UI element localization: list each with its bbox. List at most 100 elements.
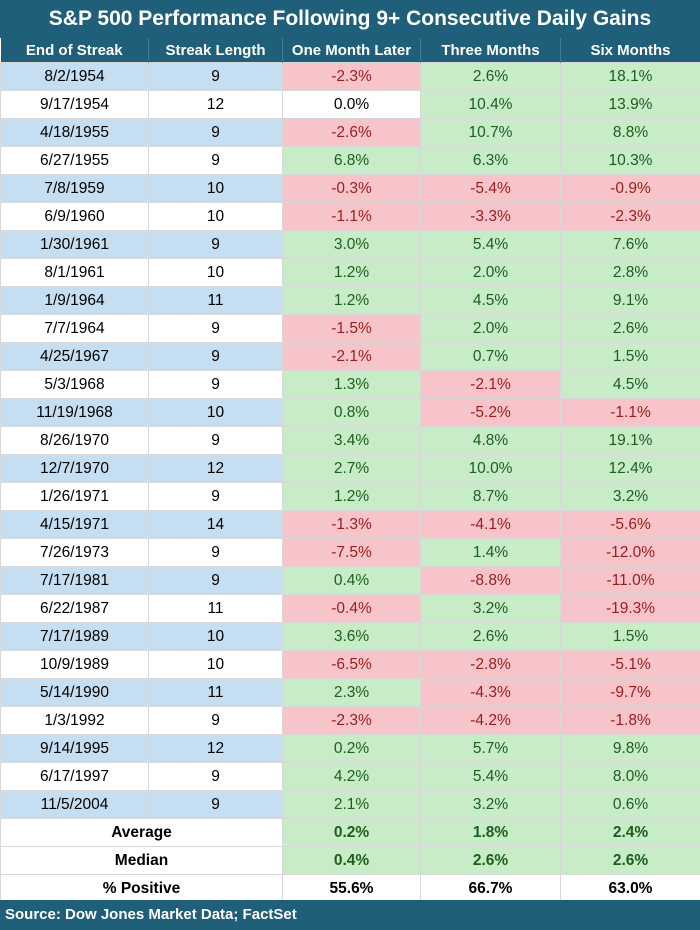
cell-end-of-streak: 6/22/1987: [0, 594, 149, 623]
table-row: 10/9/1989 10 -6.5% -2.8% -5.1%: [0, 650, 700, 679]
cell-six-months: -1.8%: [560, 706, 700, 735]
summary-value: 0.2%: [282, 818, 421, 847]
cell-end-of-streak: 7/7/1964: [0, 314, 149, 343]
cell-three-months: -2.1%: [420, 370, 561, 399]
source-note: Source: Dow Jones Market Data; FactSet: [0, 900, 700, 930]
cell-six-months: 9.1%: [560, 286, 700, 315]
table-row: 7/8/1959 10 -0.3% -5.4% -0.9%: [0, 174, 700, 203]
summary-value: 2.6%: [420, 846, 561, 875]
summary-value: 63.0%: [560, 874, 700, 903]
table-row: 12/7/1970 12 2.7% 10.0% 12.4%: [0, 454, 700, 483]
cell-streak-length: 10: [148, 622, 283, 651]
cell-six-months: 4.5%: [560, 370, 700, 399]
cell-one-month: 1.2%: [282, 482, 421, 511]
table-row: 6/17/1997 9 4.2% 5.4% 8.0%: [0, 762, 700, 791]
table-row: 6/9/1960 10 -1.1% -3.3% -2.3%: [0, 202, 700, 231]
cell-end-of-streak: 7/26/1973: [0, 538, 149, 567]
cell-end-of-streak: 1/9/1964: [0, 286, 149, 315]
cell-three-months: -4.1%: [420, 510, 561, 539]
summary-label: % Positive: [0, 874, 283, 903]
summary-value: 66.7%: [420, 874, 561, 903]
chart-title: S&P 500 Performance Following 9+ Consecu…: [0, 0, 700, 38]
summary-row: Median 0.4% 2.6% 2.6%: [0, 846, 700, 875]
cell-streak-length: 9: [148, 314, 283, 343]
cell-six-months: 1.5%: [560, 342, 700, 371]
table-row: 9/17/1954 12 0.0% 10.4% 13.9%: [0, 90, 700, 119]
cell-end-of-streak: 10/9/1989: [0, 650, 149, 679]
table-row: 6/22/1987 11 -0.4% 3.2% -19.3%: [0, 594, 700, 623]
cell-end-of-streak: 11/5/2004: [0, 790, 149, 819]
table-row: 4/15/1971 14 -1.3% -4.1% -5.6%: [0, 510, 700, 539]
summary-row: % Positive 55.6% 66.7% 63.0%: [0, 874, 700, 903]
cell-six-months: 8.8%: [560, 118, 700, 147]
table-row: 7/17/1989 10 3.6% 2.6% 1.5%: [0, 622, 700, 651]
cell-one-month: -1.3%: [282, 510, 421, 539]
cell-end-of-streak: 11/19/1968: [0, 398, 149, 427]
cell-six-months: 10.3%: [560, 146, 700, 175]
cell-six-months: 8.0%: [560, 762, 700, 791]
cell-streak-length: 9: [148, 426, 283, 455]
table-row: 8/26/1970 9 3.4% 4.8% 19.1%: [0, 426, 700, 455]
cell-three-months: 2.6%: [420, 622, 561, 651]
summary-label: Median: [0, 846, 283, 875]
cell-end-of-streak: 6/17/1997: [0, 762, 149, 791]
cell-three-months: 1.4%: [420, 538, 561, 567]
table-row: 11/5/2004 9 2.1% 3.2% 0.6%: [0, 790, 700, 819]
col-header-six-months: Six Months: [560, 38, 700, 63]
cell-end-of-streak: 4/15/1971: [0, 510, 149, 539]
cell-six-months: 18.1%: [560, 62, 700, 91]
summary-body: Average 0.2% 1.8% 2.4% Median 0.4% 2.6% 2.6%% P…: [0, 818, 700, 903]
cell-streak-length: 9: [148, 566, 283, 595]
cell-streak-length: 9: [148, 790, 283, 819]
cell-end-of-streak: 1/3/1992: [0, 706, 149, 735]
cell-three-months: 6.3%: [420, 146, 561, 175]
cell-one-month: 1.2%: [282, 258, 421, 287]
table-row: 1/3/1992 9 -2.3% -4.2% -1.8%: [0, 706, 700, 735]
cell-one-month: 2.3%: [282, 678, 421, 707]
summary-row: Average 0.2% 1.8% 2.4%: [0, 818, 700, 847]
cell-one-month: 3.4%: [282, 426, 421, 455]
cell-streak-length: 11: [148, 286, 283, 315]
table-body: 8/2/1954 9 -2.3% 2.6% 18.1% 9/17/1954 12 0.0% 10…: [0, 62, 700, 819]
summary-value: 55.6%: [282, 874, 421, 903]
cell-end-of-streak: 7/8/1959: [0, 174, 149, 203]
cell-three-months: 10.0%: [420, 454, 561, 483]
table-row: 5/14/1990 11 2.3% -4.3% -9.7%: [0, 678, 700, 707]
cell-end-of-streak: 8/26/1970: [0, 426, 149, 455]
cell-end-of-streak: 5/14/1990: [0, 678, 149, 707]
cell-streak-length: 10: [148, 398, 283, 427]
summary-label: Average: [0, 818, 283, 847]
cell-three-months: 8.7%: [420, 482, 561, 511]
cell-streak-length: 10: [148, 202, 283, 231]
cell-six-months: 0.6%: [560, 790, 700, 819]
cell-three-months: -3.3%: [420, 202, 561, 231]
cell-streak-length: 9: [148, 230, 283, 259]
cell-six-months: 2.8%: [560, 258, 700, 287]
table-row: 1/9/1964 11 1.2% 4.5% 9.1%: [0, 286, 700, 315]
table-row: 9/14/1995 12 0.2% 5.7% 9.8%: [0, 734, 700, 763]
cell-three-months: -5.4%: [420, 174, 561, 203]
cell-three-months: -5.2%: [420, 398, 561, 427]
cell-one-month: -6.5%: [282, 650, 421, 679]
cell-end-of-streak: 1/26/1971: [0, 482, 149, 511]
cell-one-month: 2.1%: [282, 790, 421, 819]
cell-three-months: 5.4%: [420, 230, 561, 259]
cell-one-month: 6.8%: [282, 146, 421, 175]
cell-six-months: -1.1%: [560, 398, 700, 427]
cell-one-month: -2.6%: [282, 118, 421, 147]
cell-six-months: -5.6%: [560, 510, 700, 539]
table-row: 11/19/1968 10 0.8% -5.2% -1.1%: [0, 398, 700, 427]
cell-streak-length: 9: [148, 482, 283, 511]
cell-one-month: 0.4%: [282, 566, 421, 595]
cell-streak-length: 10: [148, 174, 283, 203]
cell-end-of-streak: 8/2/1954: [0, 62, 149, 91]
cell-streak-length: 12: [148, 454, 283, 483]
cell-three-months: 4.5%: [420, 286, 561, 315]
summary-value: 1.8%: [420, 818, 561, 847]
cell-six-months: 9.8%: [560, 734, 700, 763]
cell-streak-length: 9: [148, 118, 283, 147]
cell-six-months: -12.0%: [560, 538, 700, 567]
cell-six-months: 13.9%: [560, 90, 700, 119]
cell-streak-length: 9: [148, 370, 283, 399]
